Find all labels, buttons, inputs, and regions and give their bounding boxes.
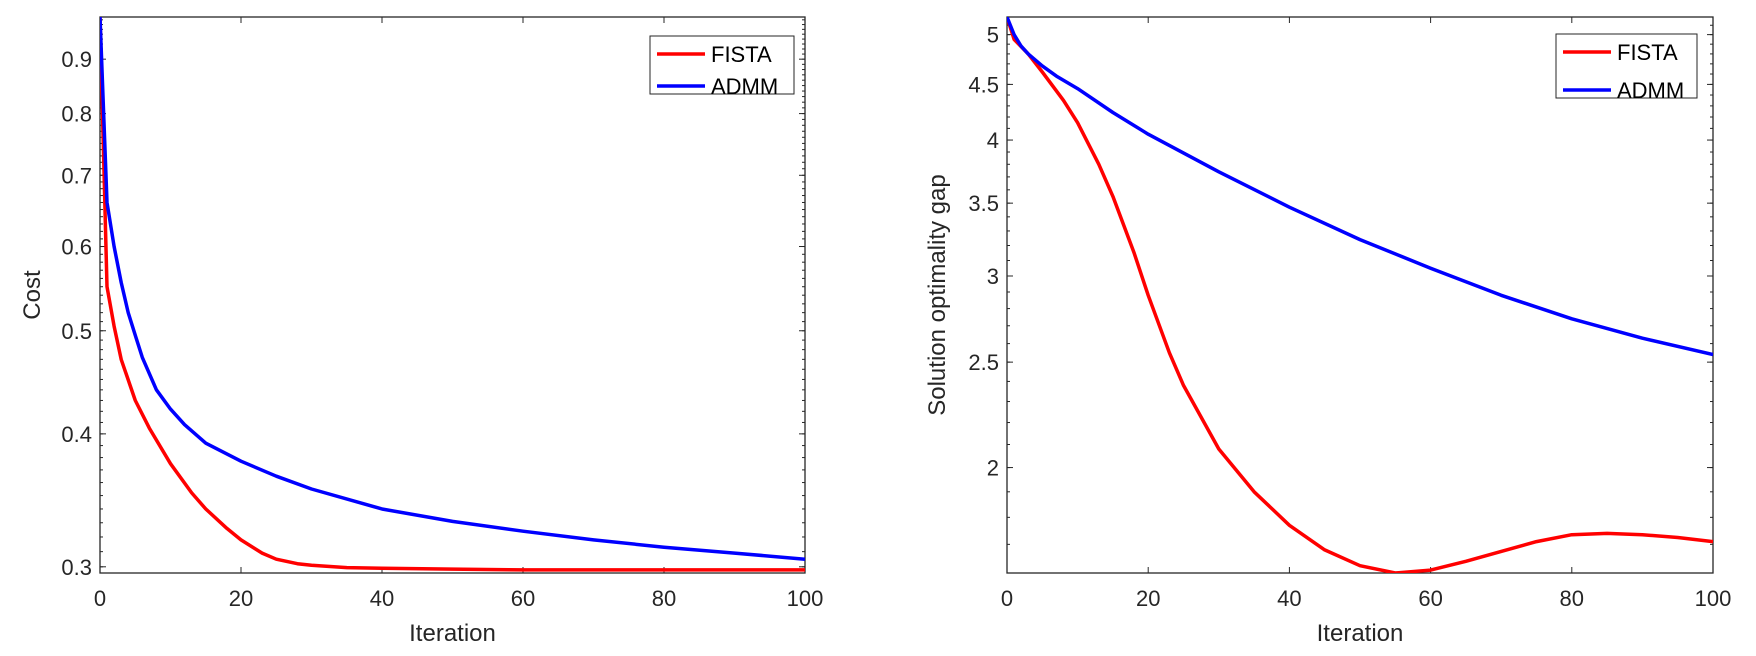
x-axis-label: Iteration <box>409 620 496 647</box>
y-tick-label: 0.3 <box>61 555 92 580</box>
y-axis-label: Solution optimality gap <box>924 174 951 415</box>
series-line-fista <box>100 17 805 572</box>
y-tick-label: 4.5 <box>968 72 999 97</box>
y-tick-label: 4 <box>987 128 999 153</box>
y-tick-label: 5 <box>987 23 999 48</box>
x-tick-label: 40 <box>1277 586 1301 611</box>
x-tick-label: 20 <box>229 586 253 611</box>
plot-area <box>1006 16 1714 574</box>
y-tick-label: 0.5 <box>61 319 92 344</box>
legend-label-fista: FISTA <box>1617 40 1678 65</box>
y-tick-label: 2.5 <box>968 350 999 375</box>
x-tick-label: 100 <box>1695 586 1732 611</box>
y-axis-label: Cost <box>19 270 46 320</box>
y-tick-label: 0.9 <box>61 47 92 72</box>
legend: FISTA ADMM <box>1555 33 1698 103</box>
x-tick-label: 0 <box>1001 586 1013 611</box>
series-line-admm <box>1007 17 1713 357</box>
chart-optimality-gap: 0 20 40 60 80 100 2 2.5 3 3.5 4 4.5 5 Iteration Soluti… <box>924 16 1732 647</box>
y-tick-label: 0.6 <box>61 235 92 260</box>
x-tick-label: 80 <box>652 586 676 611</box>
series-line-fista <box>1007 17 1713 573</box>
legend-label-admm: ADMM <box>711 74 778 99</box>
legend-label-admm: ADMM <box>1617 78 1684 103</box>
x-tick-label: 80 <box>1560 586 1584 611</box>
y-tick-label: 3.5 <box>968 191 999 216</box>
chart-cost: 0 20 40 60 80 100 0.3 0.4 0.5 0.6 0.7 0.8 0.9 Iterati… <box>19 16 824 647</box>
plot-area <box>99 16 806 574</box>
legend-box <box>1555 33 1698 99</box>
series-line-admm <box>100 17 805 561</box>
x-tick-label: 20 <box>1136 586 1160 611</box>
legend: FISTA ADMM <box>649 35 795 99</box>
x-tick-label: 60 <box>511 586 535 611</box>
x-tick-label: 40 <box>370 586 394 611</box>
y-tick-label: 0.4 <box>61 422 92 447</box>
x-tick-label: 60 <box>1418 586 1442 611</box>
y-tick-label: 0.7 <box>61 163 92 188</box>
y-tick-label: 3 <box>987 264 999 289</box>
y-tick-label: 2 <box>987 456 999 481</box>
x-axis-label: Iteration <box>1317 620 1404 647</box>
legend-label-fista: FISTA <box>711 42 772 67</box>
x-tick-label: 100 <box>787 586 824 611</box>
y-tick-label: 0.8 <box>61 102 92 127</box>
x-tick-label: 0 <box>94 586 106 611</box>
